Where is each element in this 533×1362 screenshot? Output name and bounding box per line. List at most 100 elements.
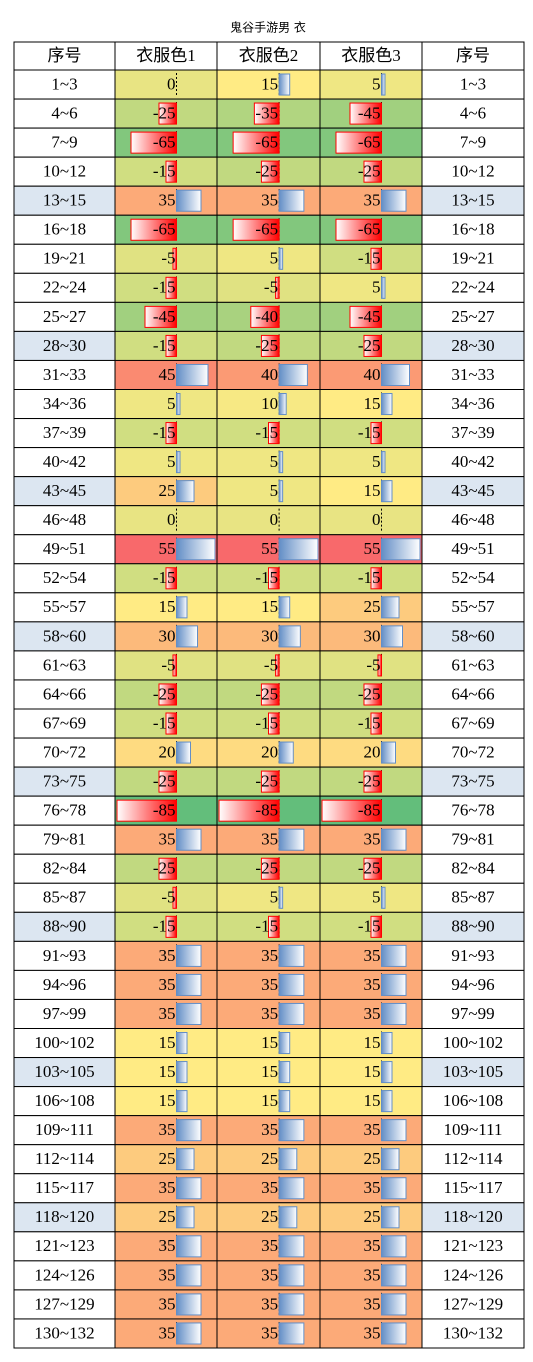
- data-bar: [165, 567, 177, 590]
- value-cell: [216, 1057, 321, 1088]
- data-bar: [278, 1090, 291, 1113]
- value-label: -45: [358, 307, 381, 326]
- data-bar: [370, 247, 382, 270]
- data-bar: [176, 973, 202, 996]
- value-label: 5: [167, 394, 176, 413]
- range-label: 40~42: [43, 452, 86, 471]
- value-label: -15: [153, 162, 176, 181]
- data-bar: [275, 654, 280, 677]
- value-label: 35: [364, 1294, 381, 1313]
- value-label: -5: [366, 655, 380, 674]
- range-label: 1~3: [460, 74, 486, 93]
- value-cell: [216, 505, 321, 536]
- data-bar: [381, 1032, 393, 1055]
- value-label: -25: [255, 684, 278, 703]
- range-cell: [13, 476, 116, 507]
- data-bar: [176, 1148, 195, 1171]
- range-label: 10~12: [451, 162, 494, 181]
- data-bar: [144, 305, 177, 328]
- value-label: 35: [261, 946, 278, 965]
- data-bar: [278, 596, 291, 619]
- range-label: 88~90: [451, 917, 494, 936]
- range-label: 109~111: [35, 1120, 94, 1139]
- data-bar: [381, 1235, 407, 1258]
- range-label: 16~18: [43, 220, 86, 239]
- value-cell: [114, 69, 218, 100]
- value-label: -85: [358, 801, 381, 820]
- range-label: 106~108: [34, 1091, 94, 1110]
- range-cell: [13, 1086, 116, 1117]
- range-label: 85~87: [451, 888, 495, 907]
- range-label: 16~18: [451, 220, 494, 239]
- value-label: 15: [364, 394, 381, 413]
- data-bar: [260, 857, 280, 880]
- value-cell: [319, 505, 423, 536]
- value-cell: [114, 1086, 218, 1117]
- value-label: -65: [358, 220, 381, 239]
- data-bar: [381, 1061, 393, 1084]
- range-cell: [13, 650, 116, 681]
- value-label: 45: [159, 365, 176, 384]
- data-bar: [176, 1061, 188, 1084]
- value-label: -65: [153, 133, 176, 152]
- data-bar: [349, 102, 382, 125]
- data-bar: [130, 131, 177, 154]
- range-label: 31~33: [43, 365, 86, 384]
- range-label: 58~60: [451, 626, 494, 645]
- data-bar: [260, 770, 280, 793]
- value-cell: [114, 1202, 218, 1233]
- value-label: -15: [358, 423, 381, 442]
- range-label: 103~105: [443, 1062, 503, 1081]
- data-bar: [381, 480, 393, 503]
- value-cell: [114, 1057, 218, 1088]
- value-label: 35: [364, 946, 381, 965]
- range-label: 55~57: [451, 597, 495, 616]
- value-cell: [319, 1028, 423, 1059]
- value-label: 5: [167, 452, 176, 471]
- data-bar: [116, 799, 177, 822]
- value-label: 30: [364, 626, 381, 645]
- value-label: -25: [255, 336, 278, 355]
- value-label: -5: [161, 249, 175, 268]
- value-label: 30: [261, 626, 278, 645]
- value-cell: [319, 476, 423, 507]
- value-label: 35: [159, 1236, 176, 1255]
- data-bar: [278, 1264, 305, 1287]
- value-label: 35: [364, 1004, 381, 1023]
- value-label: 35: [261, 1294, 278, 1313]
- range-cell: [421, 1086, 525, 1117]
- data-bar: [278, 363, 308, 387]
- range-label: 25~27: [43, 307, 87, 326]
- value-label: -15: [255, 917, 278, 936]
- value-label: 15: [261, 1062, 278, 1081]
- range-cell: [421, 1231, 525, 1262]
- value-cell: [114, 447, 218, 478]
- header-label: 衣服色2: [239, 46, 299, 65]
- value-label: -25: [153, 684, 176, 703]
- value-label: 35: [159, 1178, 176, 1197]
- value-label: -15: [358, 568, 381, 587]
- range-label: 13~15: [43, 191, 86, 210]
- data-bar: [278, 1061, 291, 1084]
- range-label: 22~24: [451, 278, 495, 297]
- range-label: 70~72: [43, 742, 86, 761]
- data-bar: [176, 1002, 202, 1025]
- range-label: 91~93: [43, 946, 86, 965]
- value-cell: [216, 272, 321, 303]
- range-label: 28~30: [43, 336, 86, 355]
- value-cell: [319, 621, 423, 652]
- range-cell: [421, 1202, 525, 1233]
- range-label: 1~3: [51, 74, 77, 93]
- range-label: 4~6: [51, 103, 77, 122]
- range-label: 19~21: [451, 249, 494, 268]
- range-label: 61~63: [43, 655, 86, 674]
- range-label: 7~9: [460, 133, 486, 152]
- range-cell: [421, 1144, 525, 1175]
- range-label: 67~69: [43, 713, 86, 732]
- range-cell: [421, 737, 525, 768]
- range-label: 115~117: [35, 1178, 94, 1197]
- data-bar: [278, 741, 294, 764]
- data-bar: [278, 1177, 305, 1200]
- data-bar: [176, 1090, 188, 1113]
- range-label: 124~126: [34, 1265, 94, 1284]
